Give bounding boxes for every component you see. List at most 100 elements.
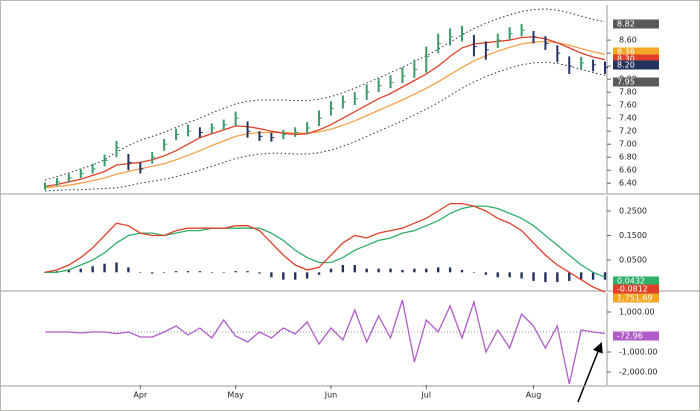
value-tag: 8.20 [613, 60, 659, 70]
histogram-bar [305, 272, 309, 279]
histogram-bar [436, 267, 440, 273]
line [44, 202, 606, 293]
histogram-bar [222, 272, 225, 273]
y-tick-label: 1,000.00 [619, 308, 655, 317]
y-tick-label: 6.60 [619, 166, 637, 175]
y-tick-label: 0.0500 [619, 256, 647, 265]
tag-label: 8.30 [617, 55, 635, 64]
tag-label: 8.38 [617, 48, 635, 57]
y-tick-label: 7.60 [619, 101, 637, 110]
x-tick-label: May [227, 391, 244, 400]
histogram-bar [353, 264, 356, 273]
x-tick-label: Jul [420, 391, 431, 400]
arrow [577, 342, 603, 403]
tag-box [613, 47, 659, 57]
histogram-bar [234, 271, 237, 273]
tag-box [613, 54, 659, 64]
value-tag: 8.30 [613, 54, 659, 64]
histogram-bar [317, 272, 321, 275]
tag-label: 1,751.69 [617, 294, 653, 303]
line [44, 61, 606, 192]
line [45, 205, 606, 278]
tag-label: -72.96 [617, 332, 643, 341]
line [44, 36, 606, 188]
tag-box [613, 19, 659, 29]
value-tag: 8.38 [613, 47, 659, 57]
histogram-bar [460, 269, 464, 273]
tag-box [613, 60, 659, 70]
histogram-bar [258, 272, 261, 274]
histogram-bar [591, 272, 595, 280]
histogram-bar [210, 272, 214, 273]
histogram-bar [401, 269, 404, 273]
histogram-bar [556, 272, 559, 283]
value-tag: 1,751.69 [613, 293, 659, 303]
histogram-bar [91, 266, 94, 273]
histogram-bar [484, 272, 488, 275]
tag-label: 7.95 [617, 78, 635, 87]
histogram-bar [389, 268, 392, 273]
histogram-bar [162, 272, 166, 273]
value-tag: 8.82 [613, 19, 659, 29]
histogram-bar [186, 271, 190, 273]
histogram-bar [603, 272, 607, 280]
histogram-bar [103, 263, 106, 273]
histogram-bar [544, 272, 547, 283]
histogram-bar [329, 268, 333, 273]
tag-label: 0.0432 [617, 277, 645, 286]
histogram-bar [246, 271, 249, 273]
histogram-bar [448, 267, 452, 273]
tag-box [613, 276, 659, 286]
histogram-bar [568, 272, 571, 281]
x-tick-label: Aug [526, 391, 542, 400]
histogram-bar [377, 268, 380, 273]
histogram-bar [270, 272, 273, 278]
histogram-bar [472, 272, 476, 273]
value-tag: -72.96 [613, 331, 659, 341]
y-tick-label: -2,000.00 [619, 368, 658, 377]
x-tick-label: Jun [324, 391, 338, 400]
line [45, 299, 606, 385]
histogram-bar [365, 268, 368, 273]
histogram-bar [579, 272, 583, 280]
y-tick-label: 7.00 [619, 140, 637, 149]
y-tick-label: 8.60 [619, 36, 637, 45]
histogram-bar [341, 264, 345, 273]
tag-box [613, 293, 659, 303]
histogram-bar [425, 268, 428, 273]
y-tick-label: 0.1500 [619, 231, 647, 240]
histogram-bar [127, 267, 130, 273]
histogram-bar [198, 271, 202, 273]
tag-box [613, 331, 659, 341]
value-tag: 0.0432 [613, 276, 659, 286]
histogram-bar [532, 272, 535, 281]
histogram-bar [115, 262, 118, 273]
histogram-bar [174, 271, 178, 273]
tag-label: 8.20 [617, 61, 635, 70]
histogram-bar [520, 272, 523, 279]
histogram-bar [413, 268, 416, 273]
tag-label: -0.0812 [617, 285, 648, 294]
value-tag: -0.0812 [613, 284, 659, 294]
histogram-bar [282, 272, 285, 280]
tag-box [613, 77, 659, 87]
histogram-bar [139, 272, 142, 273]
histogram-bar [151, 272, 154, 274]
value-tag: 7.95 [613, 77, 659, 87]
tag-box [613, 284, 659, 294]
histogram-bar [67, 269, 71, 273]
y-tick-label: 7.80 [619, 88, 637, 97]
line [44, 8, 606, 181]
y-tick-label: 6.80 [619, 153, 637, 162]
histogram-bar [294, 272, 297, 280]
tag-label: 8.82 [617, 20, 635, 29]
y-tick-label: 7.20 [619, 127, 637, 136]
y-tick-label: 7.40 [619, 114, 637, 123]
y-tick-label: 6.40 [619, 179, 637, 188]
histogram-bar [79, 268, 82, 273]
y-tick-label: -1,000.00 [619, 348, 658, 357]
x-tick-label: Apr [133, 391, 148, 400]
line [44, 40, 606, 189]
